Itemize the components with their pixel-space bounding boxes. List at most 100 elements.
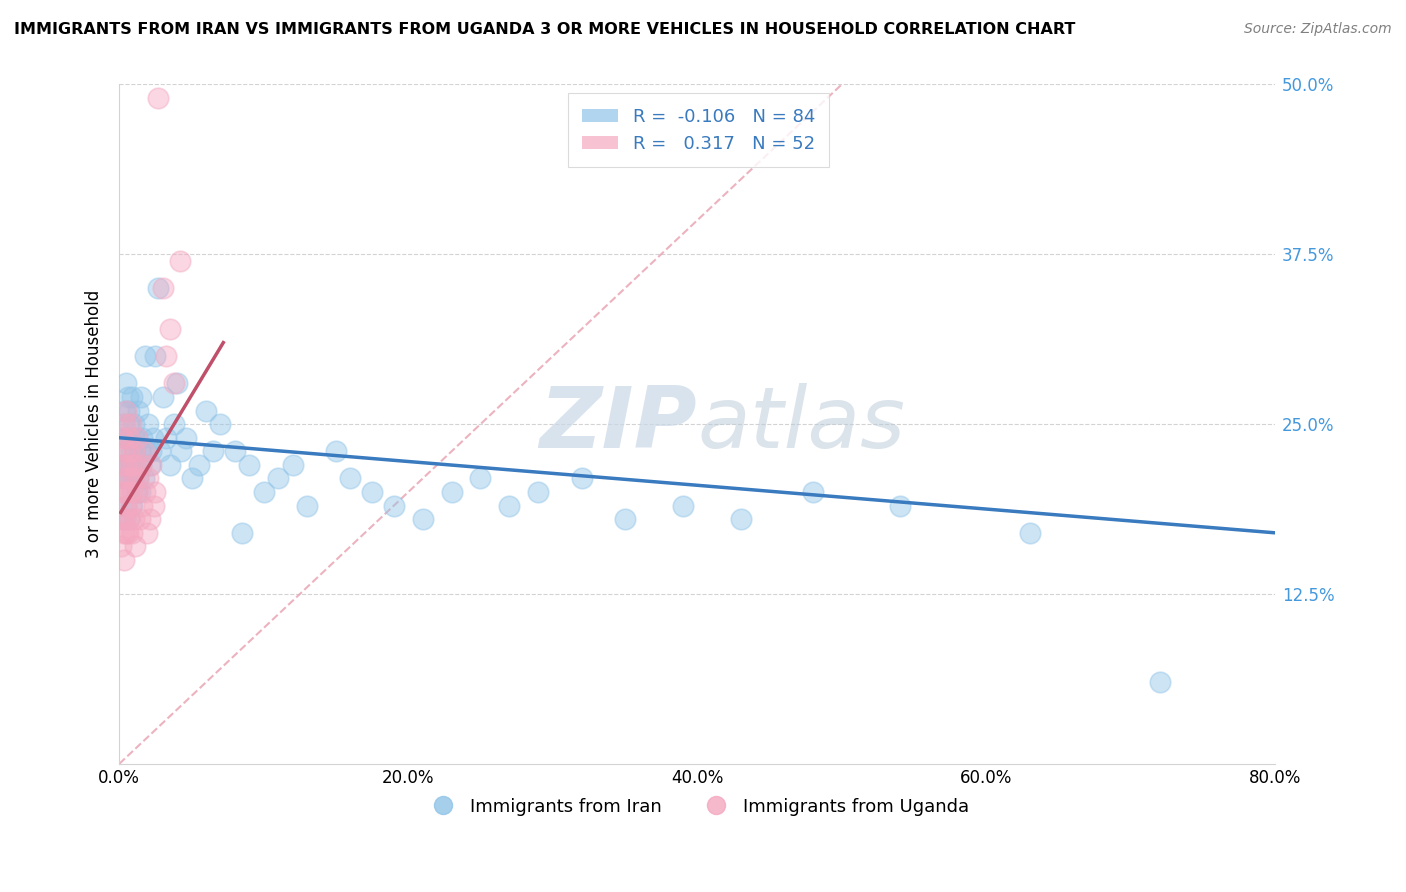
- Point: [470, 471, 492, 485]
- Point: [128, 444, 150, 458]
- Point: [127, 403, 149, 417]
- Point: [155, 349, 177, 363]
- Point: [117, 431, 139, 445]
- Point: [115, 499, 138, 513]
- Point: [498, 499, 520, 513]
- Point: [120, 417, 142, 431]
- Point: [114, 403, 136, 417]
- Point: [117, 471, 139, 485]
- Point: [118, 471, 141, 485]
- Point: [111, 431, 134, 445]
- Point: [136, 417, 159, 431]
- Point: [112, 485, 135, 500]
- Point: [114, 471, 136, 485]
- Point: [801, 485, 824, 500]
- Point: [115, 403, 138, 417]
- Point: [138, 512, 160, 526]
- Point: [128, 512, 150, 526]
- Point: [120, 444, 142, 458]
- Point: [145, 349, 167, 363]
- Point: [148, 281, 170, 295]
- Point: [169, 254, 191, 268]
- Point: [325, 444, 347, 458]
- Point: [115, 499, 138, 513]
- Point: [730, 512, 752, 526]
- Point: [132, 471, 155, 485]
- Point: [131, 431, 153, 445]
- Point: [129, 458, 152, 472]
- Point: [118, 512, 141, 526]
- Point: [361, 485, 384, 500]
- Point: [132, 444, 155, 458]
- Point: [166, 376, 188, 391]
- Point: [127, 471, 149, 485]
- Point: [122, 431, 145, 445]
- Point: [117, 390, 139, 404]
- Y-axis label: 3 or more Vehicles in Household: 3 or more Vehicles in Household: [86, 290, 103, 558]
- Point: [412, 512, 434, 526]
- Point: [121, 499, 143, 513]
- Point: [112, 444, 135, 458]
- Point: [118, 512, 141, 526]
- Point: [129, 390, 152, 404]
- Point: [295, 499, 318, 513]
- Point: [440, 485, 463, 500]
- Point: [672, 499, 695, 513]
- Point: [571, 471, 593, 485]
- Point: [115, 458, 138, 472]
- Point: [122, 417, 145, 431]
- Point: [112, 525, 135, 540]
- Point: [118, 403, 141, 417]
- Point: [202, 444, 225, 458]
- Point: [155, 431, 177, 445]
- Point: [125, 431, 148, 445]
- Point: [231, 525, 253, 540]
- Point: [111, 458, 134, 472]
- Point: [382, 499, 405, 513]
- Point: [117, 485, 139, 500]
- Point: [121, 485, 143, 500]
- Legend: Immigrants from Iran, Immigrants from Uganda: Immigrants from Iran, Immigrants from Ug…: [418, 790, 977, 822]
- Point: [112, 512, 135, 526]
- Point: [120, 499, 142, 513]
- Point: [187, 458, 209, 472]
- Point: [145, 485, 167, 500]
- Point: [121, 458, 143, 472]
- Point: [122, 444, 145, 458]
- Point: [131, 499, 153, 513]
- Point: [117, 485, 139, 500]
- Point: [180, 471, 202, 485]
- Point: [125, 485, 148, 500]
- Point: [134, 349, 156, 363]
- Point: [267, 471, 290, 485]
- Point: [124, 458, 146, 472]
- Point: [114, 512, 136, 526]
- Point: [118, 431, 141, 445]
- Text: IMMIGRANTS FROM IRAN VS IMMIGRANTS FROM UGANDA 3 OR MORE VEHICLES IN HOUSEHOLD C: IMMIGRANTS FROM IRAN VS IMMIGRANTS FROM …: [14, 22, 1076, 37]
- Point: [170, 444, 193, 458]
- Point: [163, 376, 186, 391]
- Text: atlas: atlas: [697, 383, 905, 466]
- Point: [281, 458, 304, 472]
- Point: [122, 471, 145, 485]
- Point: [527, 485, 550, 500]
- Point: [112, 417, 135, 431]
- Point: [117, 444, 139, 458]
- Point: [129, 458, 152, 472]
- Point: [118, 458, 141, 472]
- Point: [121, 525, 143, 540]
- Point: [124, 540, 146, 554]
- Point: [163, 417, 186, 431]
- Point: [138, 458, 160, 472]
- Point: [111, 512, 134, 526]
- Point: [159, 458, 181, 472]
- Point: [1018, 525, 1040, 540]
- Point: [149, 444, 172, 458]
- Point: [111, 458, 134, 472]
- Point: [115, 458, 138, 472]
- Point: [125, 485, 148, 500]
- Point: [614, 512, 637, 526]
- Point: [339, 471, 361, 485]
- Point: [112, 553, 135, 567]
- Point: [117, 525, 139, 540]
